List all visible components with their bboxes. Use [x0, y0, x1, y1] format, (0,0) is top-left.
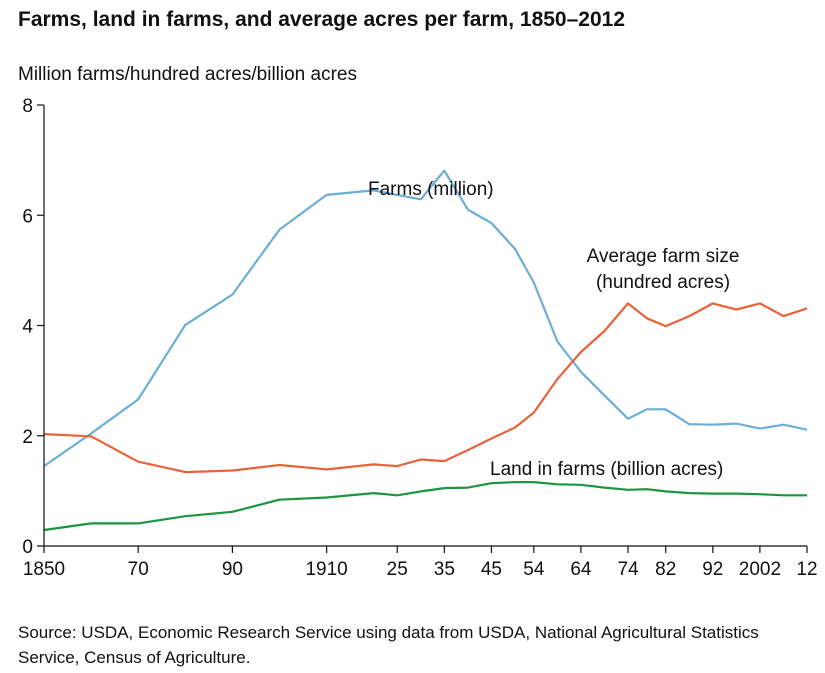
series-lines: [43, 169, 808, 532]
x-tick-label: 35: [434, 559, 455, 580]
annotation-average-farm-size: (hundred acres): [596, 272, 730, 293]
y-tick-label: 6: [22, 206, 33, 227]
series-annotations: Farms (million) Average farm size (hundred…: [368, 179, 739, 480]
chart-title: Farms, land in farms, and average acres …: [18, 8, 626, 31]
x-tick-label: 74: [617, 559, 639, 580]
x-tick-label: 12: [796, 559, 817, 580]
source-note: Source: USDA, Economic Research Service …: [18, 623, 759, 667]
x-tick-label: 54: [523, 559, 545, 580]
x-tick-label: 2002: [739, 559, 781, 580]
farms-line: [43, 169, 808, 468]
x-tick-label: 70: [128, 559, 149, 580]
x-axis: 1850 70 90 1910 25 35 45 54 64 74 82 92 2002 12: [23, 546, 818, 580]
y-axis: 0 2 4 6 8: [22, 96, 44, 558]
land-in-farms-line: [43, 481, 807, 532]
y-tick-label: 2: [22, 427, 33, 448]
average-farm-size-line: [43, 302, 808, 474]
y-tick-label: 8: [22, 96, 33, 117]
annotation-average-farm-size: Average farm size: [587, 246, 740, 267]
y-axis-label: Million farms/hundred acres/billion acre…: [18, 64, 357, 85]
x-tick-label: 92: [702, 559, 723, 580]
annotation-farms: Farms (million): [368, 179, 494, 200]
x-tick-label: 45: [481, 559, 502, 580]
x-tick-label: 25: [387, 559, 408, 580]
x-tick-label: 1910: [305, 559, 347, 580]
y-tick-label: 0: [22, 537, 33, 558]
x-tick-label: 1850: [23, 559, 65, 580]
x-tick-label: 90: [222, 559, 243, 580]
x-tick-label: 64: [570, 559, 592, 580]
annotation-land-in-farms: Land in farms (billion acres): [490, 459, 723, 480]
x-tick-label: 82: [655, 559, 676, 580]
y-tick-label: 4: [22, 317, 33, 338]
